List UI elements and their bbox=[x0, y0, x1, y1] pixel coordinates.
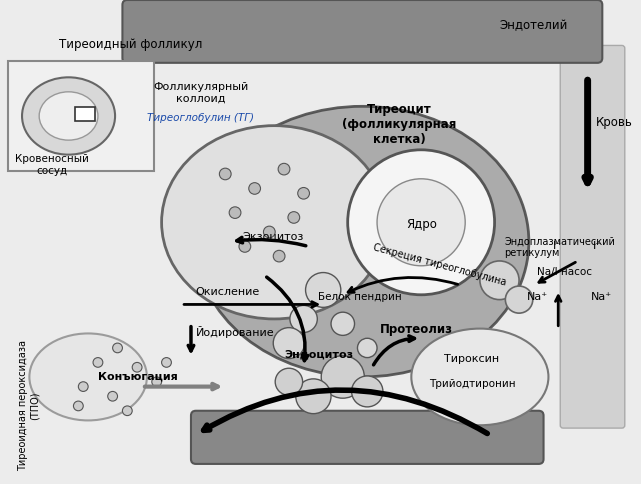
FancyBboxPatch shape bbox=[8, 61, 154, 171]
Ellipse shape bbox=[29, 333, 147, 421]
Text: Конъюгация: Конъюгация bbox=[98, 372, 178, 382]
Text: Окисление: Окисление bbox=[196, 287, 260, 297]
Circle shape bbox=[331, 312, 354, 335]
Text: Na/I насос: Na/I насос bbox=[537, 268, 592, 277]
Text: Эндоцитоз: Эндоцитоз bbox=[284, 349, 353, 360]
Circle shape bbox=[290, 305, 317, 333]
Text: Тиреоцит
(фолликулярная
клетка): Тиреоцит (фолликулярная клетка) bbox=[342, 103, 457, 146]
Ellipse shape bbox=[412, 329, 549, 425]
Circle shape bbox=[377, 179, 465, 266]
FancyBboxPatch shape bbox=[191, 411, 544, 464]
FancyBboxPatch shape bbox=[122, 0, 603, 63]
Circle shape bbox=[122, 406, 132, 416]
Text: Йодирование: Йодирование bbox=[196, 326, 274, 338]
Circle shape bbox=[297, 187, 310, 199]
Text: Эндотелий: Эндотелий bbox=[499, 19, 568, 32]
Text: I⁻: I⁻ bbox=[592, 242, 602, 251]
Text: Na⁺: Na⁺ bbox=[590, 292, 612, 302]
Text: Ядро: Ядро bbox=[406, 218, 437, 231]
Circle shape bbox=[347, 150, 495, 295]
Ellipse shape bbox=[22, 77, 115, 155]
Circle shape bbox=[273, 328, 304, 359]
Text: Тироксин: Тироксин bbox=[444, 354, 499, 364]
Circle shape bbox=[306, 272, 341, 307]
Text: Секреция тиреоглобулина: Секреция тиреоглобулина bbox=[372, 242, 508, 287]
Text: Na⁺: Na⁺ bbox=[527, 292, 548, 302]
Circle shape bbox=[296, 379, 331, 414]
Circle shape bbox=[152, 377, 162, 387]
Ellipse shape bbox=[39, 92, 98, 140]
Text: Фолликулярный
коллоид: Фолликулярный коллоид bbox=[153, 82, 249, 104]
Circle shape bbox=[74, 401, 83, 411]
Circle shape bbox=[113, 343, 122, 353]
Circle shape bbox=[288, 212, 300, 223]
Circle shape bbox=[278, 163, 290, 175]
FancyBboxPatch shape bbox=[560, 45, 625, 428]
Text: Тиреоидный фолликул: Тиреоидный фолликул bbox=[59, 38, 202, 51]
Text: Кровь: Кровь bbox=[595, 116, 632, 129]
Text: Экзоцитоз: Экзоцитоз bbox=[242, 232, 303, 242]
FancyBboxPatch shape bbox=[76, 107, 95, 121]
Text: Кровеносный
сосуд: Кровеносный сосуд bbox=[15, 154, 88, 176]
Circle shape bbox=[263, 226, 275, 238]
Text: Тиреоидная пероксидаза
(ТПО): Тиреоидная пероксидаза (ТПО) bbox=[18, 340, 39, 471]
Text: Белок пендрин: Белок пендрин bbox=[319, 292, 402, 302]
Circle shape bbox=[93, 358, 103, 367]
Text: Тиреоглобулин (ТГ): Тиреоглобулин (ТГ) bbox=[147, 113, 254, 123]
Circle shape bbox=[108, 392, 117, 401]
Circle shape bbox=[321, 356, 364, 398]
Circle shape bbox=[352, 376, 383, 407]
Circle shape bbox=[480, 261, 519, 300]
Circle shape bbox=[505, 286, 533, 313]
Text: Эндоплазматический
ретикулум: Эндоплазматический ретикулум bbox=[504, 237, 615, 258]
Circle shape bbox=[273, 250, 285, 262]
Ellipse shape bbox=[196, 106, 529, 377]
Ellipse shape bbox=[162, 126, 387, 319]
Circle shape bbox=[239, 241, 251, 252]
Circle shape bbox=[78, 382, 88, 392]
Circle shape bbox=[219, 168, 231, 180]
Circle shape bbox=[162, 358, 171, 367]
Circle shape bbox=[229, 207, 241, 218]
Text: Трийодтиронин: Трийодтиронин bbox=[429, 378, 515, 389]
Circle shape bbox=[132, 363, 142, 372]
Text: I⁻: I⁻ bbox=[553, 242, 562, 251]
Circle shape bbox=[358, 338, 377, 358]
Circle shape bbox=[275, 368, 303, 395]
Circle shape bbox=[249, 182, 260, 194]
Text: Протеолиз: Протеолиз bbox=[380, 323, 453, 336]
